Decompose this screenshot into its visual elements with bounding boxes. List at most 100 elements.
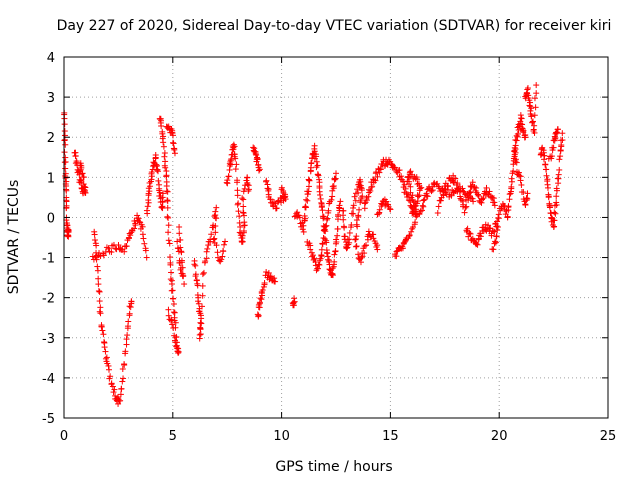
data-point (96, 308, 103, 315)
data-point (344, 244, 351, 251)
data-point (110, 389, 117, 396)
data-point (335, 213, 342, 220)
data-point (181, 281, 188, 288)
data-point (420, 203, 427, 210)
data-point (171, 150, 178, 157)
data-point (407, 189, 414, 196)
data-point (148, 169, 155, 176)
y-tick-label: 3 (47, 91, 55, 106)
data-point (163, 182, 170, 189)
data-point (401, 181, 408, 188)
data-point (161, 150, 168, 157)
data-point (541, 156, 548, 163)
data-point (122, 348, 129, 355)
data-point (495, 211, 502, 218)
data-point (555, 171, 562, 178)
y-axis-label: SDTVAR / TECUs (6, 180, 22, 295)
data-point (367, 187, 374, 194)
data-point (168, 317, 175, 324)
data-point (100, 331, 107, 338)
data-point (434, 180, 441, 187)
data-point (61, 149, 68, 156)
data-point (171, 337, 178, 344)
data-point (109, 383, 116, 390)
data-point (119, 365, 126, 372)
data-point (486, 188, 493, 195)
data-point (372, 177, 379, 184)
data-point (508, 175, 515, 182)
data-point (403, 190, 410, 197)
data-point (553, 129, 560, 136)
data-point (165, 229, 172, 236)
data-point (169, 321, 176, 328)
data-point (524, 195, 531, 202)
data-point (296, 214, 303, 221)
data-point (62, 141, 69, 148)
data-point (304, 191, 311, 198)
data-point (230, 144, 237, 151)
data-point (254, 156, 261, 163)
data-point (314, 162, 321, 169)
data-point (244, 174, 251, 181)
data-point (494, 218, 501, 225)
data-point (510, 168, 517, 175)
data-point (238, 238, 245, 245)
data-point (363, 242, 370, 249)
data-point (418, 207, 425, 214)
data-point (125, 318, 132, 325)
data-point (556, 156, 563, 163)
data-point (210, 236, 217, 243)
data-point (543, 172, 550, 179)
data-point (428, 188, 435, 195)
data-point (416, 211, 423, 218)
data-point (506, 191, 513, 198)
data-point (356, 176, 363, 183)
data-point (261, 280, 268, 287)
x-tick-label: 5 (169, 429, 177, 444)
data-point (512, 136, 519, 143)
data-point (123, 336, 130, 343)
data-point (173, 343, 180, 350)
data-point (191, 261, 198, 268)
data-point (255, 312, 262, 319)
data-point (165, 214, 172, 221)
data-point (299, 226, 306, 233)
data-point (306, 177, 313, 184)
data-point (336, 202, 343, 209)
data-point (318, 204, 325, 211)
data-point (94, 267, 101, 274)
data-point (404, 178, 411, 185)
data-point (177, 266, 184, 273)
data-point (455, 185, 462, 192)
data-point (423, 192, 430, 199)
data-point (119, 378, 126, 385)
data-point (379, 201, 386, 208)
data-point (463, 203, 470, 210)
data-point (132, 220, 139, 227)
data-point (320, 213, 327, 220)
chart-title: Day 227 of 2020, Sidereal Day-to-day VTE… (57, 18, 612, 34)
data-point (120, 375, 127, 382)
data-point (220, 248, 227, 255)
data-point (175, 248, 182, 255)
data-point (470, 198, 477, 205)
data-point (117, 391, 124, 398)
data-point (337, 198, 344, 205)
data-point (205, 242, 212, 249)
data-point (62, 165, 69, 172)
data-point (253, 152, 260, 159)
data-point (282, 193, 289, 200)
data-point (127, 304, 134, 311)
data-point (467, 189, 474, 196)
data-point (411, 203, 418, 210)
data-point (344, 236, 351, 243)
data-point (424, 193, 431, 200)
data-point (91, 231, 98, 238)
data-point (512, 149, 519, 156)
data-point (139, 223, 146, 230)
data-point (192, 273, 199, 280)
data-point (329, 265, 336, 272)
data-point (281, 194, 288, 201)
data-point (317, 255, 324, 262)
data-point (169, 132, 176, 139)
